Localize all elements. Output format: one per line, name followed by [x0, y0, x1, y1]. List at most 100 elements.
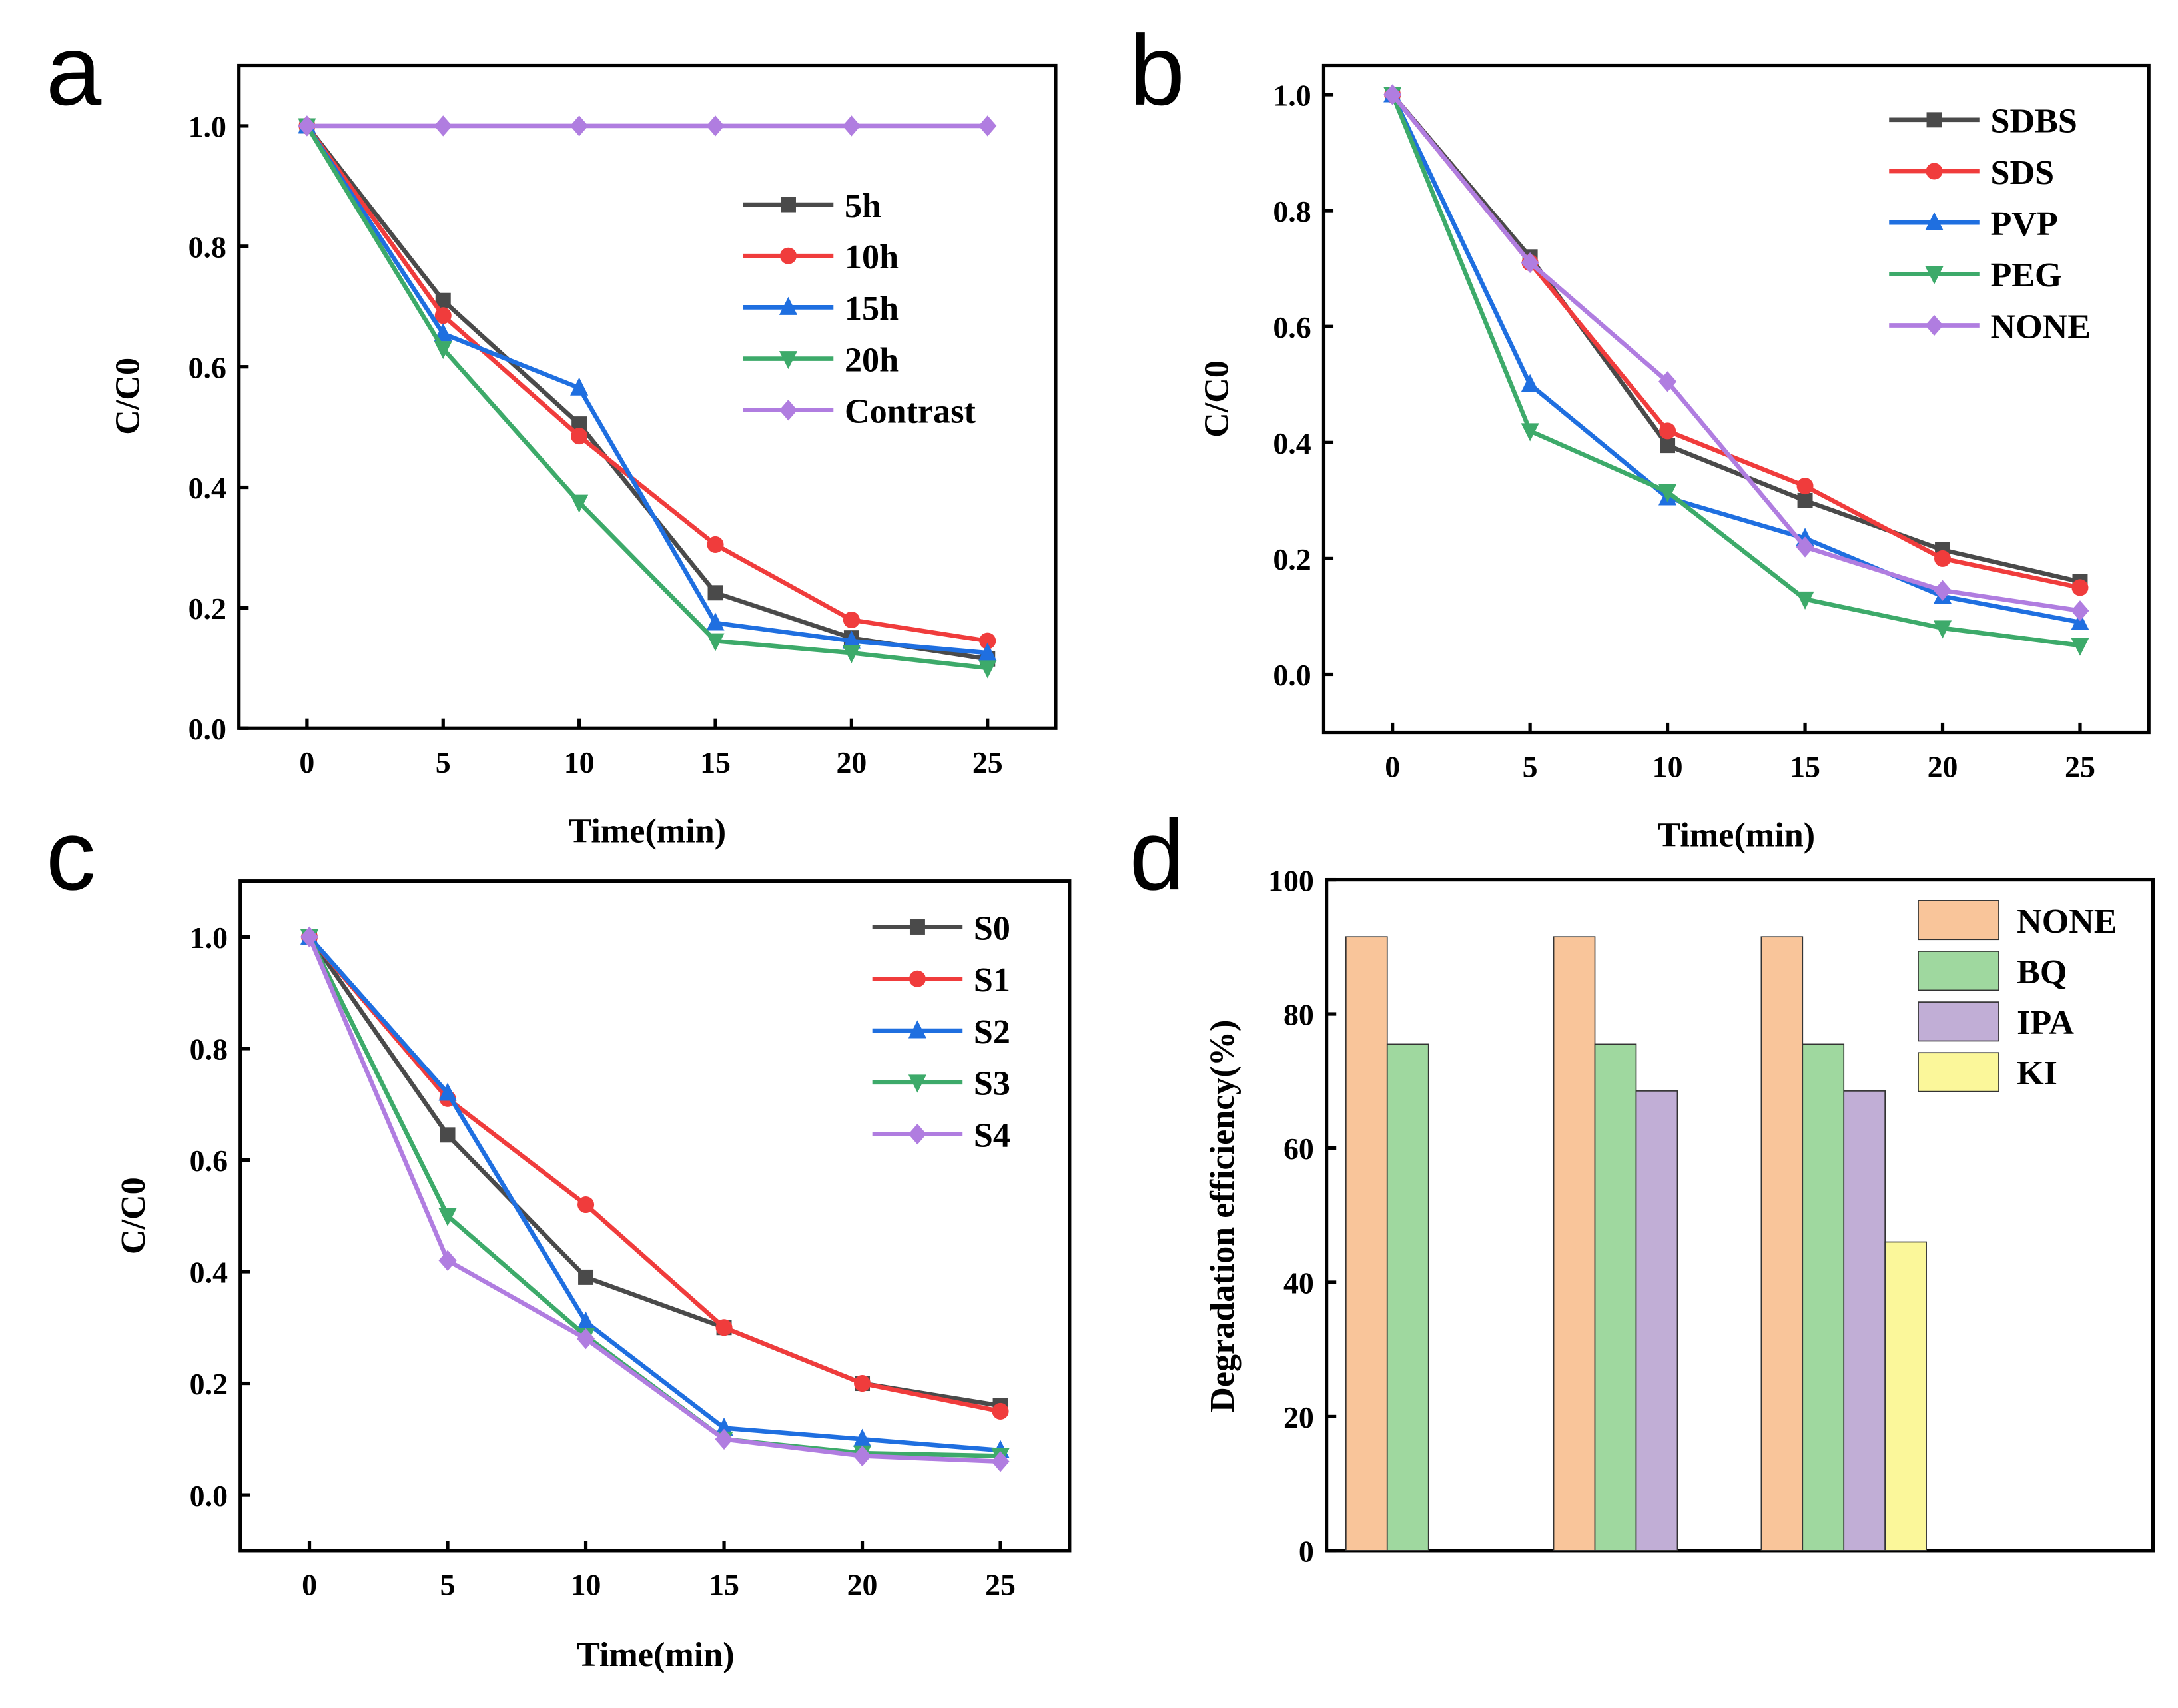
plot-frame [238, 879, 1072, 1553]
data-point [438, 1208, 457, 1226]
series-line [305, 125, 988, 671]
data-point [300, 926, 319, 948]
y-axis-label: C/C0 [115, 1177, 153, 1254]
legend-label: KI [2017, 1055, 2057, 1092]
bar-ipa [1635, 1090, 1678, 1551]
y-tick-label: 20 [1283, 1400, 1314, 1434]
data-point [842, 645, 861, 663]
x-axis-label: Time(min) [569, 812, 726, 850]
legend-item: PVP [1889, 205, 2058, 243]
bar-none [1760, 936, 1804, 1551]
legend-item: S1 [872, 961, 1010, 999]
legend-marker [908, 1123, 927, 1145]
data-point [1660, 438, 1676, 454]
legend-item: BQ [1918, 951, 2067, 991]
legend-label: 20h [845, 341, 899, 379]
legend-marker [1925, 314, 1944, 336]
legend-label: S4 [974, 1116, 1010, 1154]
series-line [308, 935, 1001, 1453]
legend-marker [1926, 112, 1942, 128]
data-point [578, 1269, 594, 1285]
series-s2 [300, 926, 1010, 1458]
bar-group [1760, 936, 1927, 1551]
legend-item: S2 [872, 1013, 1010, 1051]
data-point [1796, 536, 1814, 558]
y-tick-label: 1.0 [1273, 79, 1311, 113]
series-s1 [301, 928, 1009, 1420]
panel-d: d 0 20 40 60 80 100 Degradation efficiency(%) NO… [1129, 799, 2155, 1569]
series-contrast [298, 115, 997, 137]
legend-item: SDS [1889, 154, 2054, 192]
legend-marker [779, 247, 797, 264]
series-peg [1383, 87, 2089, 656]
data-point [842, 630, 861, 649]
data-point [706, 612, 725, 631]
legend-label: BQ [2017, 953, 2067, 991]
legend-item: S4 [872, 1116, 1010, 1154]
legend-swatch [1918, 951, 1999, 991]
legend-label: S0 [974, 909, 1010, 947]
y-tick-label: 0.2 [1273, 542, 1311, 576]
data-point [1933, 580, 1952, 601]
panel-letter: b [1129, 14, 1185, 126]
legend-label: IPA [2017, 1004, 2074, 1042]
x-tick-label: 20 [1928, 749, 1958, 783]
y-tick-label: 0.2 [190, 1367, 228, 1401]
y-tick-label: 0.4 [190, 1256, 228, 1290]
y-tick-label: 0.0 [1273, 658, 1311, 692]
data-point [843, 611, 860, 628]
data-point [438, 1250, 457, 1271]
plot-frame [1325, 877, 2155, 1553]
bar-none [1345, 936, 1388, 1551]
panel-b: b 0.0 0.2 0.4 0.6 0.8 1.0 C/C0 0 5 10 15 20 25 Time(mi… [1129, 14, 2151, 855]
data-point [570, 115, 589, 137]
legend-marker [909, 919, 925, 935]
legend-label: 15h [845, 290, 899, 328]
bar-none [1553, 936, 1596, 1551]
legend-item: S0 [872, 909, 1010, 947]
x-tick-label: 25 [985, 1568, 1016, 1602]
data-point [571, 416, 587, 432]
legend-marker [1925, 212, 1944, 230]
legend-marker [908, 1020, 927, 1039]
x-axis-label: Time(min) [577, 1636, 734, 1674]
legend-label: NONE [1990, 308, 2091, 346]
x-tick-label: 25 [972, 745, 1003, 779]
y-tick-label: 80 [1283, 998, 1314, 1032]
legend-label: S3 [974, 1065, 1010, 1103]
legend-label: 5h [845, 187, 881, 225]
legend-marker [1926, 163, 1943, 180]
x-tick-label: 15 [700, 745, 731, 779]
legend-label: 10h [845, 238, 899, 276]
series-line [1390, 93, 2081, 648]
y-tick-label: 0.4 [1273, 426, 1311, 460]
bar-group [1553, 936, 1678, 1551]
y-tick-label: 0.6 [1273, 310, 1311, 344]
series-line [1391, 93, 2081, 614]
legend-label: PEG [1990, 256, 2061, 294]
y-tick-label: 100 [1268, 863, 1314, 897]
bar-ki [1884, 1241, 1927, 1551]
x-tick-label: 0 [1385, 749, 1400, 783]
series-s4 [300, 926, 1010, 1472]
series-line [307, 936, 1001, 1464]
legend-item: 20h [743, 341, 899, 379]
data-point [707, 536, 724, 553]
series-15h [298, 115, 997, 661]
y-tick-label: 0.8 [188, 230, 226, 264]
data-point [842, 115, 861, 137]
legend-item: 15h [743, 290, 899, 328]
y-tick-label: 0.8 [1273, 195, 1311, 228]
y-tick-label: 0.0 [190, 1479, 228, 1513]
legend-swatch [1918, 900, 1999, 941]
y-tick-label: 0.0 [188, 712, 226, 746]
data-point [853, 1428, 872, 1447]
y-axis-label: C/C0 [1198, 360, 1236, 438]
y-axis-label: C/C0 [109, 358, 147, 435]
series-s3 [300, 929, 1010, 1467]
data-point [438, 1082, 457, 1101]
series-line [1391, 93, 2081, 584]
series-line [307, 935, 1001, 1408]
panel-a: a 0.0 0.2 0.4 0.6 0.8 1.0 C/C0 0 5 10 15 20 25 Time(mi… [46, 14, 1058, 850]
